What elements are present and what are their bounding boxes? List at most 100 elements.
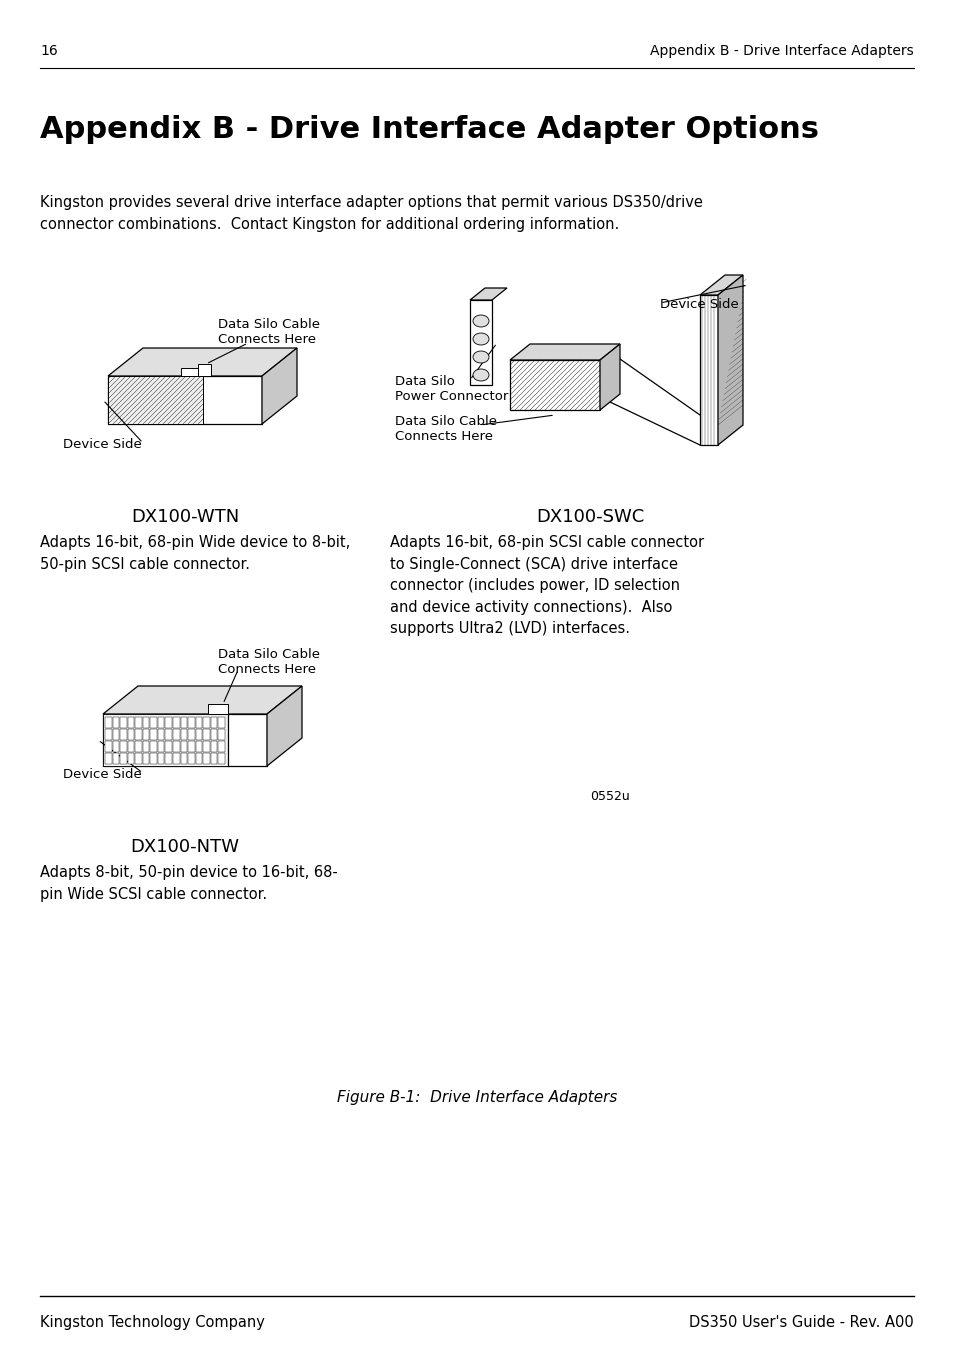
Polygon shape	[718, 275, 742, 445]
Polygon shape	[103, 715, 228, 767]
Text: DX100-SWC: DX100-SWC	[536, 508, 643, 526]
Bar	[158, 730, 164, 741]
Bar	[218, 730, 225, 741]
Bar	[165, 753, 172, 764]
Polygon shape	[108, 376, 262, 424]
Bar	[165, 717, 172, 728]
Bar	[105, 730, 112, 741]
Bar	[172, 717, 179, 728]
Bar	[218, 741, 225, 752]
Bar	[151, 741, 157, 752]
Text: DX100-WTN: DX100-WTN	[131, 508, 239, 526]
Text: Figure B-1:  Drive Interface Adapters: Figure B-1: Drive Interface Adapters	[336, 1090, 617, 1105]
Polygon shape	[510, 344, 619, 360]
Text: Appendix B - Drive Interface Adapters: Appendix B - Drive Interface Adapters	[650, 44, 913, 57]
Bar	[120, 753, 127, 764]
Bar	[218, 717, 225, 728]
Bar	[143, 730, 150, 741]
Bar	[188, 753, 194, 764]
Bar	[203, 753, 210, 764]
Text: Data Silo
Power Connector: Data Silo Power Connector	[395, 375, 508, 402]
Bar	[120, 717, 127, 728]
Text: Adapts 8-bit, 50-pin device to 16-bit, 68-
pin Wide SCSI cable connector.: Adapts 8-bit, 50-pin device to 16-bit, 6…	[40, 865, 337, 902]
Text: Kingston provides several drive interface adapter options that permit various DS: Kingston provides several drive interfac…	[40, 194, 702, 231]
Polygon shape	[103, 686, 302, 715]
Polygon shape	[510, 360, 599, 409]
Bar	[172, 730, 179, 741]
Text: Device Side: Device Side	[659, 298, 738, 311]
Bar	[120, 730, 127, 741]
Text: DS350 User's Guide - Rev. A00: DS350 User's Guide - Rev. A00	[688, 1316, 913, 1331]
Text: Device Side: Device Side	[63, 438, 142, 450]
Bar	[195, 717, 202, 728]
Bar	[120, 741, 127, 752]
Bar	[112, 730, 119, 741]
Bar	[211, 741, 217, 752]
Text: DX100-NTW: DX100-NTW	[131, 838, 239, 856]
Bar	[135, 717, 142, 728]
Polygon shape	[181, 368, 203, 376]
Bar	[195, 730, 202, 741]
Bar	[180, 741, 187, 752]
Ellipse shape	[473, 315, 489, 327]
Text: Data Silo Cable
Connects Here: Data Silo Cable Connects Here	[218, 318, 319, 346]
Bar	[105, 753, 112, 764]
Bar	[135, 741, 142, 752]
Bar	[180, 717, 187, 728]
Text: 16: 16	[40, 44, 58, 57]
Bar	[158, 753, 164, 764]
Bar	[218, 753, 225, 764]
Bar	[135, 730, 142, 741]
Ellipse shape	[473, 370, 489, 381]
Text: Data Silo Cable
Connects Here: Data Silo Cable Connects Here	[395, 415, 497, 444]
Text: 0552u: 0552u	[589, 790, 629, 804]
Text: Kingston Technology Company: Kingston Technology Company	[40, 1316, 265, 1331]
Polygon shape	[470, 300, 492, 385]
Bar	[165, 730, 172, 741]
Bar	[188, 717, 194, 728]
Bar	[128, 741, 134, 752]
Polygon shape	[700, 294, 718, 445]
Bar	[195, 753, 202, 764]
Bar	[172, 741, 179, 752]
Bar	[151, 730, 157, 741]
Bar	[158, 741, 164, 752]
Bar	[203, 741, 210, 752]
Bar	[165, 741, 172, 752]
Bar	[188, 730, 194, 741]
Bar	[112, 741, 119, 752]
Bar	[180, 753, 187, 764]
Bar	[112, 753, 119, 764]
Bar	[151, 753, 157, 764]
Bar	[135, 753, 142, 764]
Bar	[203, 730, 210, 741]
Text: Adapts 16-bit, 68-pin SCSI cable connector
to Single-Connect (SCA) drive interfa: Adapts 16-bit, 68-pin SCSI cable connect…	[390, 535, 703, 637]
Bar	[188, 741, 194, 752]
Bar	[172, 753, 179, 764]
Polygon shape	[108, 348, 296, 376]
Polygon shape	[599, 344, 619, 409]
Text: Adapts 16-bit, 68-pin Wide device to 8-bit,
50-pin SCSI cable connector.: Adapts 16-bit, 68-pin Wide device to 8-b…	[40, 535, 350, 572]
Bar	[180, 730, 187, 741]
Ellipse shape	[473, 350, 489, 363]
Text: Device Side: Device Side	[63, 768, 142, 780]
Polygon shape	[208, 704, 228, 715]
Bar	[143, 753, 150, 764]
Polygon shape	[470, 287, 506, 300]
Polygon shape	[108, 376, 203, 424]
Bar	[211, 730, 217, 741]
Polygon shape	[267, 686, 302, 767]
Bar	[158, 717, 164, 728]
Bar	[105, 717, 112, 728]
Polygon shape	[262, 348, 296, 424]
Bar	[143, 741, 150, 752]
Bar	[128, 717, 134, 728]
Bar	[105, 741, 112, 752]
Polygon shape	[700, 275, 742, 294]
Bar	[128, 730, 134, 741]
Polygon shape	[198, 364, 211, 376]
Text: Appendix B - Drive Interface Adapter Options: Appendix B - Drive Interface Adapter Opt…	[40, 115, 818, 144]
Bar	[203, 717, 210, 728]
Ellipse shape	[473, 333, 489, 345]
Polygon shape	[103, 715, 267, 767]
